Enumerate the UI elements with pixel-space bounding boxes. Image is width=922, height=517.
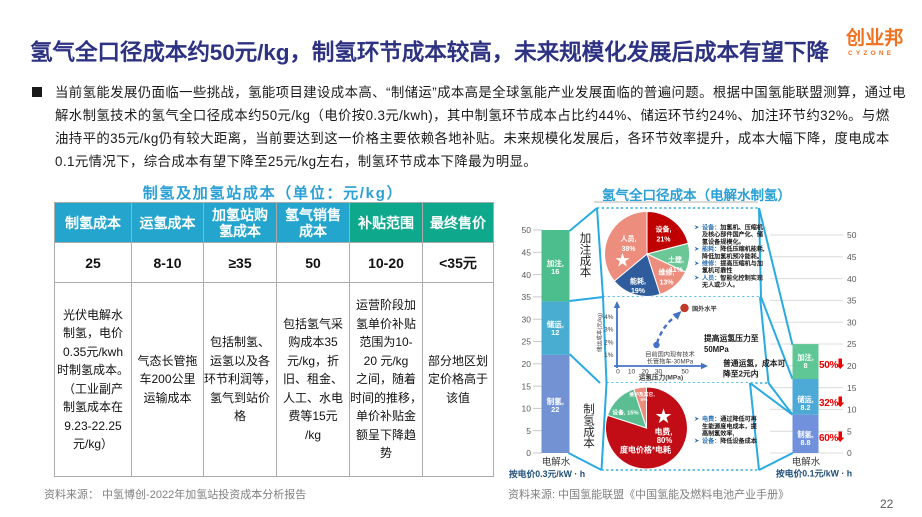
svg-text:电解水: 电解水 <box>792 456 821 468</box>
svg-text:40: 40 <box>522 270 532 280</box>
svg-text:制氢,: 制氢, <box>547 396 564 406</box>
svg-text:氢设备规模化。: 氢设备规模化。 <box>702 238 745 246</box>
svg-text:普通运氢，成本可: 普通运氢，成本可 <box>723 358 786 368</box>
svg-text:降至2元内: 降至2元内 <box>723 369 759 379</box>
svg-text:20: 20 <box>641 369 649 376</box>
svg-text:22: 22 <box>551 405 559 414</box>
svg-text:0: 0 <box>616 369 620 376</box>
svg-text:15: 15 <box>522 381 532 391</box>
svg-text:土建,: 土建, <box>668 255 684 264</box>
svg-text:40: 40 <box>847 274 857 284</box>
svg-text:25: 25 <box>847 339 857 349</box>
svg-text:加注,: 加注, <box>546 258 564 268</box>
svg-text:按电价0.1元/kW · h: 按电价0.1元/kW · h <box>776 468 852 479</box>
svg-text:设备：降低设备成本: 设备：降低设备成本 <box>702 437 758 445</box>
svg-text:15: 15 <box>847 383 857 393</box>
svg-text:20: 20 <box>847 361 857 371</box>
svg-text:5%: 5% <box>641 397 649 403</box>
svg-text:设备：加氢机、压缩机: 设备：加氢机、压缩机 <box>702 224 764 232</box>
svg-text:度电价格*电耗: 度电价格*电耗 <box>620 445 671 455</box>
svg-text:及核心部件国产化、储: 及核心部件国产化、储 <box>702 231 763 239</box>
svg-text:设备, 15%: 设备, 15% <box>612 409 638 417</box>
svg-text:8.2: 8.2 <box>801 403 811 412</box>
svg-text:运氢压力(MPa): 运氢压力(MPa) <box>639 373 683 382</box>
svg-text:加注,: 加注, <box>796 353 813 362</box>
svg-text:提高运氢压力至: 提高运氢压力至 <box>704 333 759 343</box>
svg-text:国外水平: 国外水平 <box>692 305 718 313</box>
svg-text:无人或少人。: 无人或少人。 <box>701 281 739 289</box>
svg-text:60%: 60% <box>819 433 839 444</box>
svg-text:电费：通过降低可再: 电费：通过降低可再 <box>702 415 757 423</box>
svg-text:30: 30 <box>847 317 857 327</box>
svg-text:储运成本(元/kg): 储运成本(元/kg) <box>596 313 604 352</box>
svg-text:4%: 4% <box>604 314 614 321</box>
svg-text:2%: 2% <box>604 339 614 346</box>
svg-text:80%: 80% <box>657 436 673 445</box>
svg-text:32%: 32% <box>819 398 839 409</box>
svg-text:35: 35 <box>522 292 532 302</box>
svg-text:38%: 38% <box>621 246 636 253</box>
svg-text:高制氢效率,: 高制氢效率, <box>702 430 734 438</box>
svg-text:16: 16 <box>551 267 559 276</box>
svg-text:10: 10 <box>847 405 857 415</box>
svg-text:45: 45 <box>522 248 532 258</box>
svg-text:50MPa: 50MPa <box>704 345 729 354</box>
svg-text:30: 30 <box>655 369 663 376</box>
svg-text:19%: 19% <box>631 288 646 295</box>
svg-text:按电价0.3元/kW · h: 按电价0.3元/kW · h <box>509 468 585 479</box>
svg-text:1%: 1% <box>604 352 614 359</box>
svg-text:13%: 13% <box>659 280 674 287</box>
svg-text:能耗：降低压缩机能耗,: 能耗：降低压缩机能耗, <box>702 245 765 253</box>
svg-text:能耗,: 能耗, <box>630 277 646 286</box>
svg-text:35: 35 <box>847 296 857 306</box>
svg-text:人员,: 人员, <box>621 234 637 243</box>
svg-text:8: 8 <box>804 361 808 370</box>
svg-text:维修：提高压缩机与加: 维修：提高压缩机与加 <box>702 260 763 268</box>
svg-text:20: 20 <box>522 359 532 369</box>
svg-text:50: 50 <box>522 225 532 235</box>
svg-text:维修,: 维修, <box>659 268 675 277</box>
svg-text:5: 5 <box>526 426 531 436</box>
svg-text:人员：智能化控制实现: 人员：智能化控制实现 <box>701 274 763 282</box>
svg-text:50: 50 <box>681 369 689 376</box>
svg-text:30: 30 <box>522 314 532 324</box>
svg-text:目前国内现有技术: 目前国内现有技术 <box>645 351 695 359</box>
svg-text:加注成本: 加注成本 <box>580 232 592 279</box>
svg-text:电解水: 电解水 <box>542 456 571 468</box>
svg-text:储运,: 储运, <box>547 319 564 329</box>
svg-text:制氢成本: 制氢成本 <box>583 403 595 450</box>
svg-text:10: 10 <box>522 404 532 414</box>
svg-text:5: 5 <box>847 426 852 436</box>
svg-text:维护及其它,: 维护及其它, <box>629 391 655 398</box>
svg-text:50%: 50% <box>819 360 839 371</box>
svg-text:45: 45 <box>847 252 857 262</box>
svg-text:降低加氢机预冷能耗。: 降低加氢机预冷能耗。 <box>702 252 763 260</box>
svg-text:制氢,: 制氢, <box>797 430 813 439</box>
svg-text:10: 10 <box>628 369 636 376</box>
svg-text:25: 25 <box>522 337 532 347</box>
svg-text:3%: 3% <box>604 327 614 334</box>
svg-text:长管拖车-30MPa: 长管拖车-30MPa <box>647 358 694 366</box>
svg-text:生能源度电成本，提: 生能源度电成本，提 <box>702 422 758 430</box>
svg-text:21%: 21% <box>656 237 671 244</box>
svg-text:8.8: 8.8 <box>801 438 811 447</box>
svg-text:50: 50 <box>847 230 857 240</box>
svg-text:11%: 11% <box>669 267 683 274</box>
svg-text:电费,: 电费, <box>655 427 673 437</box>
svg-text:设备,: 设备, <box>656 225 672 234</box>
svg-text:氢机可靠性: 氢机可靠性 <box>702 267 732 275</box>
svg-text:0: 0 <box>526 448 531 458</box>
svg-text:12: 12 <box>551 328 559 337</box>
svg-text:储运,: 储运, <box>796 395 813 404</box>
svg-text:0: 0 <box>847 448 852 458</box>
